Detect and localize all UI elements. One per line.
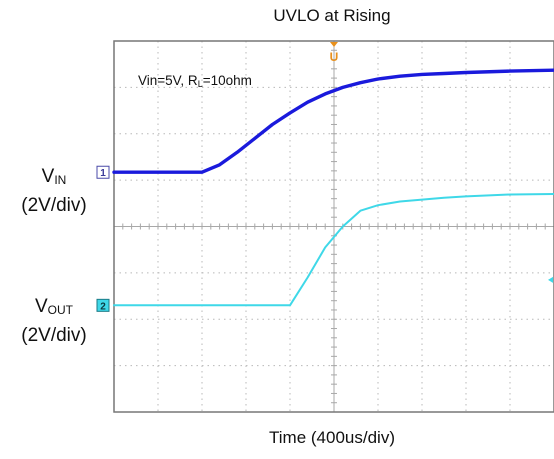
vin-scale-label: (2V/div) [21, 195, 87, 216]
vin-label-name: V [41, 166, 55, 187]
vout-axis-label: VOUT (2V/div) [0, 294, 108, 348]
vout-offset-arrow [548, 276, 553, 283]
grid [113, 40, 554, 413]
condition-sub: L [197, 79, 203, 89]
x-axis-label: Time (400us/div) [269, 428, 395, 447]
channel-marker-label: 1 [100, 168, 106, 179]
vout-label-sub: OUT [47, 303, 74, 317]
channel-marker-label: 2 [100, 301, 106, 312]
channel-marker-box [96, 165, 110, 179]
chart-title: UVLO at Rising [273, 6, 391, 25]
trigger-marker[interactable]: U [330, 42, 339, 64]
traces [112, 68, 554, 307]
vout-label-name: V [34, 296, 48, 317]
vin-axis-label: VIN (2V/div) [0, 164, 108, 218]
vin-label-sub: IN [54, 173, 67, 187]
channel-marker-box [96, 298, 110, 312]
vin-trace [112, 68, 554, 174]
vout-trace [113, 193, 554, 307]
condition-prefix: Vin=5V, R [138, 73, 198, 88]
plot-frame [113, 40, 554, 413]
trigger-label: U [330, 50, 339, 64]
condition-suffix: =10ohm [202, 73, 252, 88]
channel-1-marker[interactable]: 1 [96, 165, 110, 179]
trigger-arrow [330, 42, 338, 47]
channel-markers: 1 2 U [96, 42, 553, 312]
test-condition-annotation: Vin=5V, RL=10ohm [138, 73, 252, 89]
channel-2-marker[interactable]: 2 [96, 298, 110, 312]
vout-scale-label: (2V/div) [21, 325, 87, 346]
